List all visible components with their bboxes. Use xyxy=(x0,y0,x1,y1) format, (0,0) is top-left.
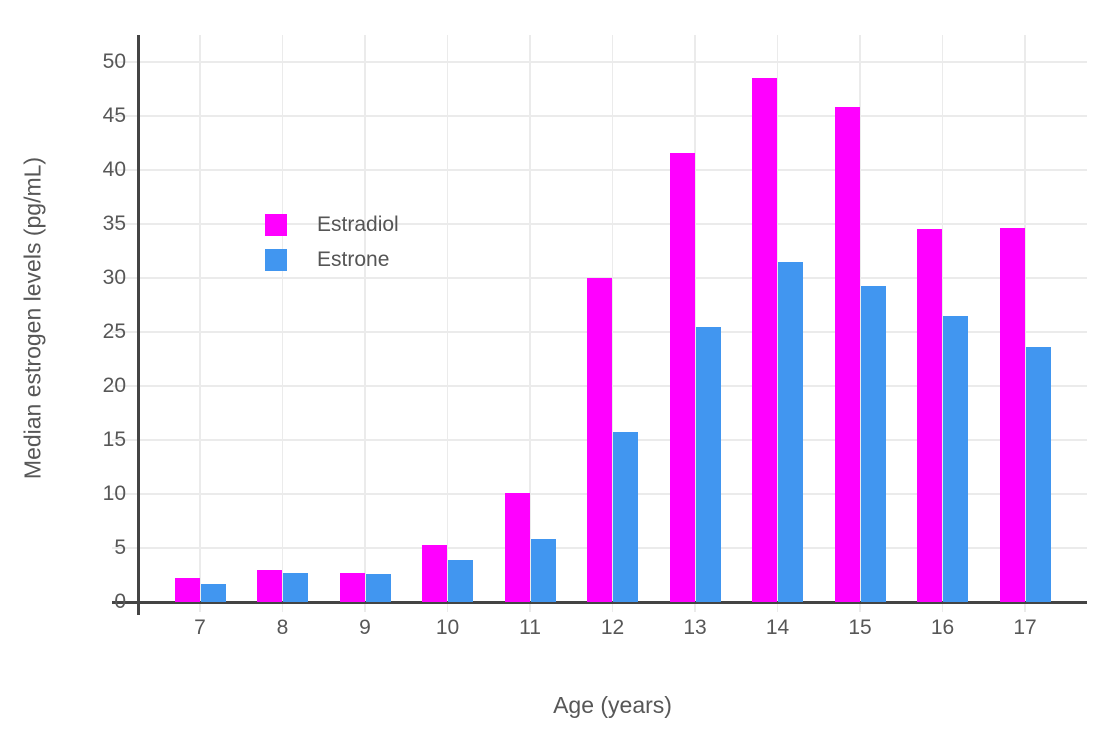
x-axis-line xyxy=(112,600,1087,604)
y-tick-label-50: 50 xyxy=(102,50,126,73)
bar-estradiol-age-12[interactable] xyxy=(587,278,612,602)
x-tick-label-11: 11 xyxy=(519,616,541,639)
y-axis-title: Median estrogen levels (pg/mL) xyxy=(19,156,46,480)
bar-estrone-age-17[interactable] xyxy=(1025,347,1051,602)
x-tick-label-14: 14 xyxy=(765,616,790,639)
gridline-x-8 xyxy=(281,35,284,612)
bar-estradiol-age-7[interactable] xyxy=(174,578,200,602)
gridline-y-50 xyxy=(112,61,1087,63)
bar-estradiol-age-11[interactable] xyxy=(504,492,530,602)
bar-estradiol-age-15[interactable] xyxy=(834,107,860,602)
bar-estrone-age-9[interactable] xyxy=(365,573,391,602)
y-tick-label-25: 25 xyxy=(102,320,126,343)
legend-label: Estradiol xyxy=(317,212,399,236)
gridline-x-11 xyxy=(529,35,531,612)
legend-item-estrone[interactable]: Estrone xyxy=(265,248,399,271)
gridline-x-7 xyxy=(199,35,201,612)
bar-estrone-age-11[interactable] xyxy=(530,539,556,602)
x-tick-label-15: 15 xyxy=(848,616,872,639)
legend-item-estradiol[interactable]: Estradiol xyxy=(265,213,399,236)
bar-estrone-age-7[interactable] xyxy=(200,583,226,602)
bar-estrone-age-10[interactable] xyxy=(448,559,473,602)
x-tick-label-12: 12 xyxy=(600,616,625,639)
bar-estradiol-age-14[interactable] xyxy=(752,78,777,602)
x-tick-label-8: 8 xyxy=(276,616,289,639)
x-axis-title: Age (years) xyxy=(553,692,672,718)
y-tick-label-0: 0 xyxy=(114,590,126,613)
legend-label: Estrone xyxy=(317,247,390,271)
y-tick-label-45: 45 xyxy=(102,104,126,127)
bar-estrone-age-14[interactable] xyxy=(778,261,803,602)
y-tick-label-15: 15 xyxy=(102,428,126,451)
y-tick-label-35: 35 xyxy=(102,212,126,235)
gridline-x-12 xyxy=(611,35,614,612)
gridline-x-14 xyxy=(776,35,779,612)
gridline-x-10 xyxy=(446,35,449,612)
bar-estrone-age-16[interactable] xyxy=(943,315,968,602)
y-tick-label-5: 5 xyxy=(114,536,126,559)
x-tick-label-16: 16 xyxy=(930,616,955,639)
bar-estradiol-age-10[interactable] xyxy=(422,544,447,602)
gridline-x-13 xyxy=(694,35,696,612)
y-tick-label-20: 20 xyxy=(102,374,126,397)
x-tick-label-17: 17 xyxy=(1013,616,1037,639)
bar-estradiol-age-13[interactable] xyxy=(669,152,695,602)
bar-estrone-age-12[interactable] xyxy=(613,432,638,602)
bar-estrone-age-8[interactable] xyxy=(283,572,308,602)
x-tick-label-7: 7 xyxy=(194,616,206,639)
legend: Estradiol Estrone xyxy=(265,213,399,283)
y-axis-line xyxy=(136,35,140,615)
x-tick-label-10: 10 xyxy=(435,616,460,639)
gridline-x-17 xyxy=(1024,35,1026,612)
bar-estrone-age-13[interactable] xyxy=(695,326,721,602)
bar-estrone-age-15[interactable] xyxy=(860,285,886,602)
x-tick-label-9: 9 xyxy=(359,616,371,639)
x-tick-label-13: 13 xyxy=(683,616,707,639)
bar-estradiol-age-8[interactable] xyxy=(257,569,282,602)
gridline-y-35 xyxy=(112,223,1087,225)
bar-estradiol-age-16[interactable] xyxy=(917,229,942,602)
y-tick-label-10: 10 xyxy=(102,482,126,505)
gridline-y-45 xyxy=(112,115,1087,117)
bar-estradiol-age-17[interactable] xyxy=(999,228,1025,602)
y-tick-label-40: 40 xyxy=(102,158,126,181)
estrone-swatch-icon xyxy=(265,248,287,271)
gridline-y-40 xyxy=(112,169,1087,171)
bar-estradiol-age-9[interactable] xyxy=(339,572,365,602)
estradiol-swatch-icon xyxy=(265,213,287,236)
y-tick-label-30: 30 xyxy=(102,266,126,289)
gridline-x-15 xyxy=(859,35,861,612)
gridline-x-9 xyxy=(364,35,366,612)
gridline-x-16 xyxy=(941,35,944,612)
